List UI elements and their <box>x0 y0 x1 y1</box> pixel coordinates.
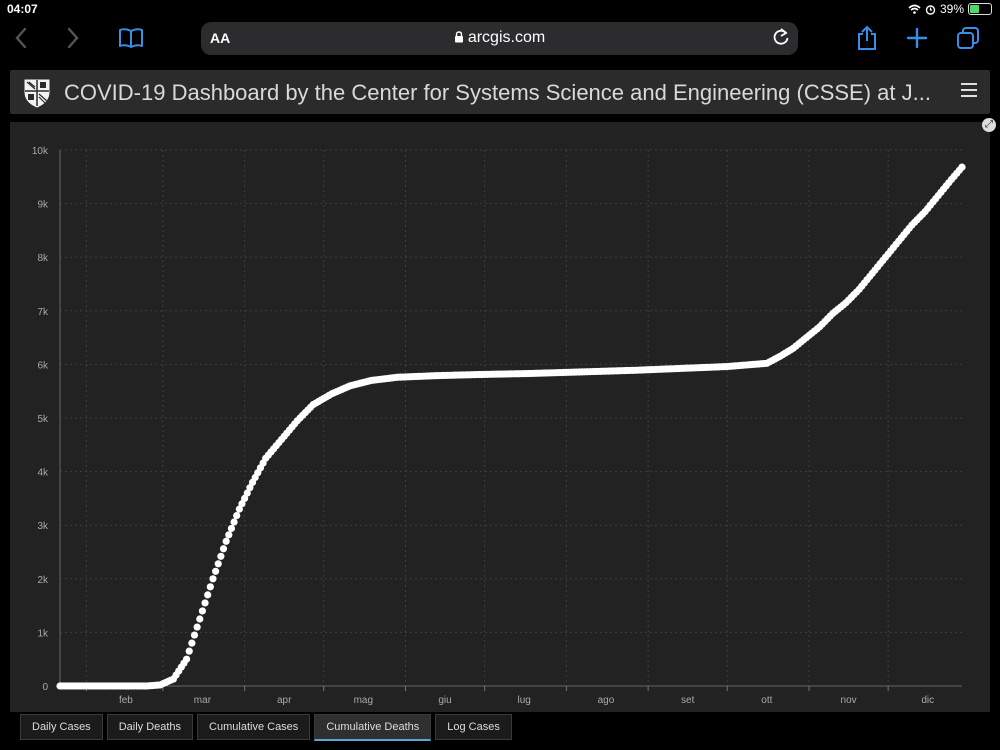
x-tick-label: dic <box>921 695 934 706</box>
x-tick-label: ago <box>598 695 615 706</box>
browser-toolbar <box>0 18 1000 62</box>
data-point <box>206 583 214 591</box>
new-tab-icon[interactable] <box>906 24 928 52</box>
data-point <box>230 518 238 526</box>
y-tick-label: 10k <box>32 146 49 157</box>
back-icon[interactable] <box>14 24 28 52</box>
alarm-icon <box>925 4 936 15</box>
clock: 04:07 <box>7 2 38 16</box>
data-point <box>201 599 209 607</box>
data-point <box>185 647 193 655</box>
dashboard-title: COVID-19 Dashboard by the Center for Sys… <box>64 80 931 105</box>
data-point <box>217 552 225 560</box>
battery-icon <box>968 3 992 15</box>
address-bar[interactable]: AA arcgis.com <box>201 22 798 55</box>
data-point <box>241 494 249 502</box>
y-tick-label: 5k <box>37 414 49 425</box>
y-tick-label: 9k <box>37 200 49 211</box>
data-point <box>196 615 204 623</box>
tab-cumulative-cases[interactable]: Cumulative Cases <box>197 714 311 740</box>
y-tick-label: 2k <box>37 575 49 586</box>
reload-icon[interactable] <box>772 27 790 52</box>
y-tick-label: 3k <box>37 521 49 532</box>
x-tick-label: feb <box>119 695 133 706</box>
expand-panel-icon[interactable]: ⤢ <box>982 118 996 132</box>
data-point <box>227 524 236 533</box>
x-tick-label: giu <box>438 695 451 706</box>
y-tick-label: 7k <box>37 307 49 318</box>
tabs-overview-icon[interactable] <box>956 24 980 52</box>
battery-percent: 39% <box>939 2 964 16</box>
x-tick-label: mar <box>194 695 212 706</box>
data-point <box>222 537 230 545</box>
data-point <box>235 505 243 513</box>
x-tick-label: nov <box>841 695 857 706</box>
y-tick-label: 8k <box>37 253 49 264</box>
data-point <box>188 639 196 647</box>
data-point <box>212 567 220 575</box>
y-tick-label: 6k <box>37 360 49 371</box>
data-point <box>204 591 212 599</box>
text-size-button[interactable]: AA <box>210 30 231 46</box>
x-tick-label: set <box>681 695 695 706</box>
x-tick-label: apr <box>277 695 292 706</box>
data-point <box>219 545 228 553</box>
data-point <box>190 631 199 639</box>
forward-icon[interactable] <box>66 24 80 52</box>
chart-panel: 0 1k 2k 3k 4k 5k 6k 7k 8k 9k 10k feb mar apr mag giu lug… <box>10 122 990 712</box>
url-text: arcgis.com <box>467 29 546 46</box>
data-point <box>214 560 222 568</box>
x-tick-label: lug <box>518 695 531 706</box>
data-point <box>233 511 241 520</box>
x-tick-label: ott <box>761 695 772 706</box>
tab-daily-cases[interactable]: Daily Cases <box>20 714 103 740</box>
wifi-icon <box>908 4 921 14</box>
cumulative-deaths-chart: 0 1k 2k 3k 4k 5k 6k 7k 8k 9k 10k feb mar apr mag giu lug… <box>32 146 966 706</box>
status-bar: 04:07 39% <box>0 0 1000 18</box>
bookmarks-icon[interactable] <box>118 24 144 52</box>
data-point <box>198 607 207 615</box>
data-point <box>193 623 201 631</box>
data-point <box>238 500 246 508</box>
data-point <box>209 575 217 583</box>
jhu-shield-logo <box>23 78 51 113</box>
status-icons: 39% <box>908 2 992 16</box>
data-point <box>182 655 191 663</box>
tab-log-cases[interactable]: Log Cases <box>435 714 512 740</box>
hamburger-menu-icon[interactable] <box>960 82 978 103</box>
tab-cumulative-deaths[interactable]: Cumulative Deaths <box>314 714 432 741</box>
data-point <box>958 163 966 171</box>
x-tick-label: mag <box>354 695 373 706</box>
chart-tabs: Daily Cases Daily Deaths Cumulative Cases C… <box>20 714 512 741</box>
data-point <box>243 489 251 497</box>
tab-daily-deaths[interactable]: Daily Deaths <box>106 714 194 740</box>
y-tick-label: 0 <box>42 682 48 693</box>
lock-icon <box>454 31 463 43</box>
data-point <box>225 531 233 539</box>
url-display[interactable]: arcgis.com <box>201 29 798 47</box>
y-tick-label: 1k <box>37 628 49 639</box>
data-point <box>246 484 254 492</box>
dashboard-header: COVID-19 Dashboard by the Center for Sys… <box>10 70 990 114</box>
y-tick-label: 4k <box>37 468 49 479</box>
share-icon[interactable] <box>856 24 878 52</box>
